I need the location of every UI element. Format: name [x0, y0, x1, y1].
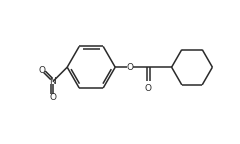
Text: O: O — [38, 66, 45, 75]
Text: O: O — [145, 85, 152, 93]
Text: O: O — [49, 93, 56, 102]
Text: O: O — [126, 63, 134, 72]
Text: N: N — [49, 77, 56, 86]
